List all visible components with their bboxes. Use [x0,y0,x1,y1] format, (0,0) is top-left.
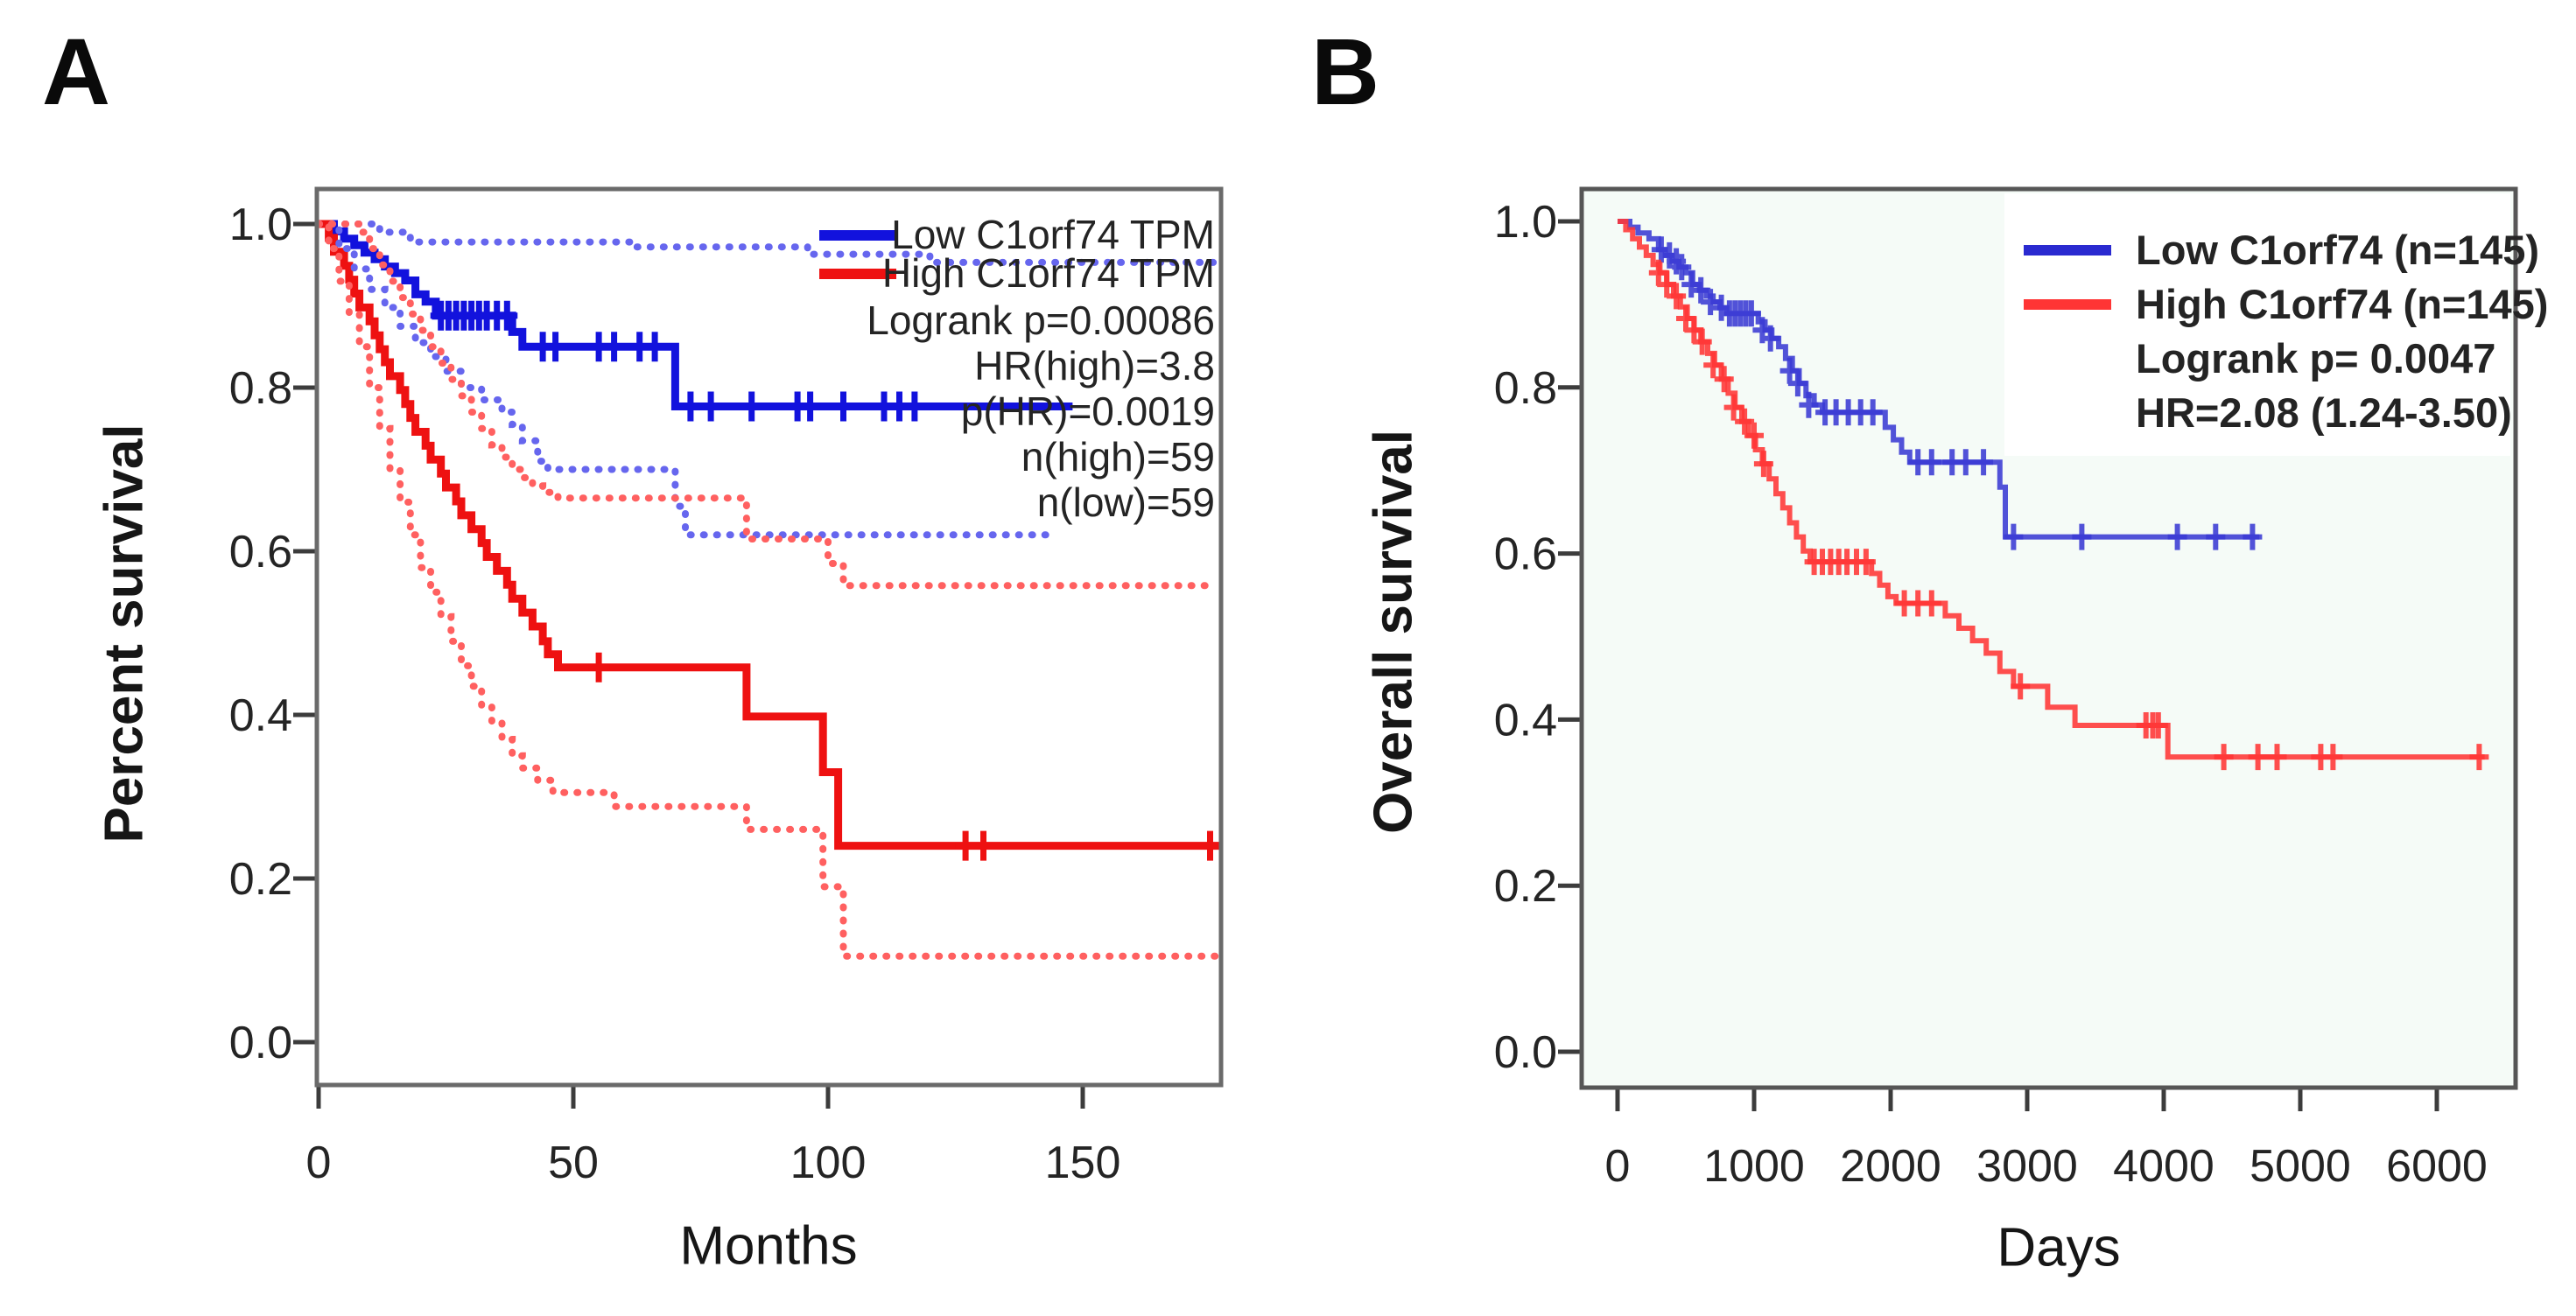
panel-a-x-axis-title: Months [679,1215,858,1277]
x-tick-label: 4000 [2113,1141,2215,1192]
y-tick-label: 0.6 [1494,529,1557,580]
x-tick-label: 50 [548,1138,599,1188]
y-tick-label: 0.8 [229,363,292,414]
y-tick-label: 0.6 [229,527,292,578]
km-curve-high-ci-upper [315,220,1219,590]
plot-frame [314,186,1224,1088]
y-tick-label: 0.2 [229,854,292,905]
censor-marks-low-solid [1651,236,2263,550]
panel-a-plot: 0.0 0.2 0.4 0.6 0.8 1.0 0 50 100 150 Low C1orf74 T… [229,186,1224,1188]
censor-marks-low-solid [430,300,925,422]
x-tick-label: 5000 [2250,1141,2351,1192]
legend-entry-label: Low C1orf74 TPM [891,212,1215,257]
censor-marks-high-solid [588,652,1221,861]
x-tick-label: 0 [1605,1141,1631,1192]
panel-b-x-axis-title: Days [1997,1217,2121,1278]
x-tick-label: 1000 [1703,1141,1805,1192]
y-tick-label: 0.4 [229,690,292,741]
censor-marks-high-solid [1648,259,2489,771]
legend-entry-label: High C1orf74 TPM [882,250,1215,296]
y-tick-label: 0.0 [1494,1027,1557,1078]
panel-a-label: A [42,18,110,124]
legend-entry-label: High C1orf74 (n=145) [2136,281,2548,327]
y-tick-label: 0.2 [1494,861,1557,912]
stat-text: n(low)=59 [1037,480,1215,525]
stat-text: n(high)=59 [1021,434,1215,480]
x-tick-label: 3000 [1976,1141,2078,1192]
y-tick-label: 1.0 [229,200,292,250]
y-tick-label: 0.0 [229,1018,292,1068]
plot-frame [1579,186,2518,1090]
y-tick-label: 0.4 [1494,695,1557,746]
legend-background [2004,193,2510,456]
y-tick-label: 1.0 [1494,197,1557,248]
y-tick-label: 0.8 [1494,363,1557,414]
legend-entry-label: Low C1orf74 (n=145) [2136,227,2539,273]
x-tick-label: 0 [306,1138,332,1188]
panel-b-plot: 0.0 0.2 0.4 0.6 0.8 1.0 0 1000 2000 3000 4000 5000 6… [1494,186,2548,1192]
stat-text: Logrank p=0.00086 [867,298,1215,343]
x-tick-label: 100 [790,1138,867,1188]
stat-text: Logrank p= 0.0047 [2136,335,2495,382]
stat-text: p(HR)=0.0019 [961,388,1215,434]
x-tick-label: 6000 [2386,1141,2488,1192]
km-curve-low-ci-upper [315,220,1219,266]
km-curve-high-ci-lower [315,220,1219,960]
panel-b-label: B [1311,18,1379,124]
stat-text: HR(high)=3.8 [974,343,1215,388]
x-tick-label: 2000 [1840,1141,1941,1192]
km-curve-high-solid [319,220,1221,850]
stat-text: HR=2.08 (1.24-3.50) [2136,389,2512,436]
x-tick-label: 150 [1045,1138,1121,1188]
km-curve-low-solid [319,220,1073,410]
